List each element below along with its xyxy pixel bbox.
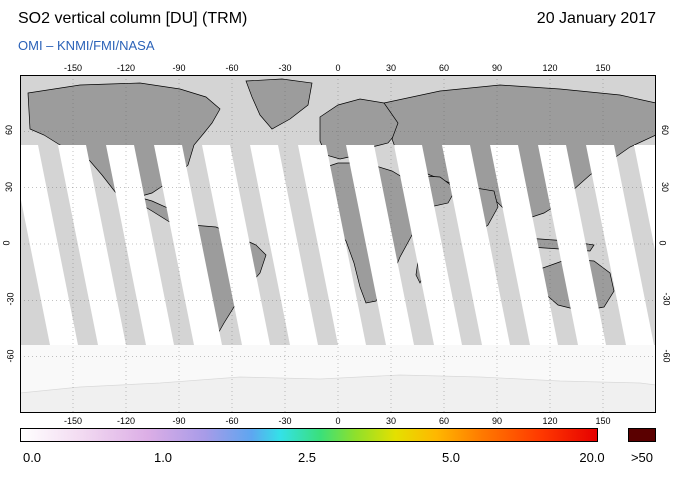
colorbar-tick-label: 5.0 [441,450,461,465]
swath-strip [154,145,222,345]
map-frame [20,75,656,413]
longitude-label: -30 [278,63,292,73]
longitude-label: -90 [172,63,186,73]
colorbar-tick-label: 1.0 [153,450,173,465]
swath-strip [298,145,366,345]
latitude-label: -30 [5,292,16,306]
latitude-label: -30 [661,292,672,306]
swath-strip [634,145,656,255]
longitude-label: 90 [491,416,503,426]
colorbar-max-label: >50 [630,450,654,465]
longitude-label: 60 [438,63,450,73]
latitude-label: -60 [5,349,16,363]
latitude-label: 60 [660,125,671,136]
swath-strip [346,145,414,345]
longitude-label: -120 [116,416,136,426]
swath-strip [58,145,126,345]
colorbar-tick-label: 20.0 [579,450,605,465]
longitude-label: 150 [595,416,611,426]
so2-world-map [20,75,656,413]
swath-strip [394,145,462,345]
longitude-label: -30 [278,416,292,426]
swath-strip [538,145,606,345]
longitude-label: -60 [225,63,239,73]
longitude-label: 150 [595,63,611,73]
latitude-label: 60 [4,125,15,136]
longitude-label: 120 [542,416,558,426]
longitude-label: -90 [172,416,186,426]
longitude-label: 0 [335,63,341,73]
map-date: 20 January 2017 [536,10,656,27]
longitude-label: 30 [385,416,397,426]
swath-strip [442,145,510,345]
longitude-label: -150 [63,416,83,426]
swath-strip [202,145,270,345]
latitude-label: 0 [1,240,12,246]
colorbar-tick-label: 0.0 [22,450,42,465]
swath-strip [20,145,78,345]
latitude-label: 30 [660,181,671,192]
land-greenland [245,78,313,130]
swath-strip [490,145,558,345]
latitude-label: 0 [657,240,668,246]
map-title: SO2 vertical column [DU] (TRM) [18,10,248,27]
longitude-label: 0 [335,416,341,426]
colorbar-tick-label: 2.5 [297,450,317,465]
colorbar-max-swatch [628,428,656,442]
swath-strip [250,145,318,345]
latitude-label: -60 [661,349,672,363]
longitude-label: 90 [491,63,503,73]
swath-strip [106,145,174,345]
data-credit: OMI – KNMI/FMI/NASA [18,38,155,53]
longitude-label: -150 [63,63,83,73]
satellite-swaths [20,145,656,413]
colorbar [20,428,598,442]
longitude-label: -60 [225,416,239,426]
latitude-label: 30 [4,181,15,192]
graticule [20,75,656,413]
longitude-label: 30 [385,63,397,73]
longitude-label: -120 [116,63,136,73]
longitude-label: 60 [438,416,450,426]
longitude-label: 120 [542,63,558,73]
